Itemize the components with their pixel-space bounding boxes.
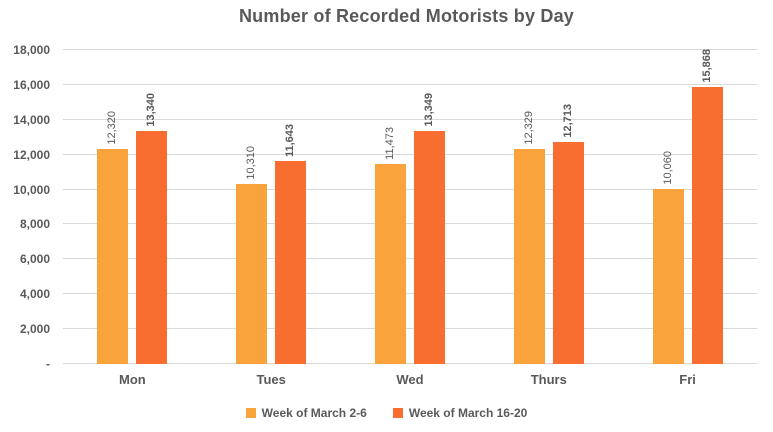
x-axis-category-label: Fri	[679, 372, 696, 387]
gridline	[63, 188, 757, 190]
y-axis-tick-label: 10,000	[13, 182, 50, 197]
y-axis-tick-label: 16,000	[13, 77, 50, 92]
plot-area: 12,320 13,340 10,310 11,643 11,473 13,349 12,3…	[63, 49, 757, 364]
bar-group: 12,320 13,340	[97, 93, 168, 364]
bar-column: 12,713	[552, 104, 584, 364]
bar-value-label: 13,349	[423, 93, 435, 127]
bar-column: 12,329	[513, 111, 545, 364]
y-axis-tick-label: 18,000	[13, 43, 50, 57]
x-axis-category-label: Wed	[396, 372, 424, 387]
bar-group: 12,329 12,713	[513, 104, 584, 364]
bar-group: 10,060 15,868	[652, 49, 723, 364]
x-axis-category-label: Mon	[119, 372, 146, 387]
bar	[652, 189, 684, 364]
x-axis-category-label: Thurs	[530, 372, 567, 387]
bar-column: 11,473	[375, 127, 406, 364]
bar-group: 11,473 13,349	[375, 93, 445, 364]
legend-swatch-icon	[392, 408, 403, 418]
bar-column: 12,320	[97, 111, 129, 364]
y-axis-tick-label: -	[46, 357, 50, 371]
bar	[691, 87, 723, 364]
y-axis-tick-label: 4,000	[19, 287, 50, 302]
y-axis-tick-label: 2,000	[19, 322, 50, 337]
bar-value-label: 12,329	[522, 111, 535, 145]
chart-title: Number of Recorded Motorists by Day	[238, 6, 575, 26]
bar-column: 13,349	[414, 93, 445, 364]
bar-value-label: 12,320	[106, 111, 119, 145]
bar-value-label: 10,060	[661, 151, 674, 185]
bar-column: 15,868	[691, 49, 723, 364]
bar	[375, 164, 406, 364]
bar-column: 11,643	[275, 123, 307, 364]
gridline	[63, 49, 757, 50]
y-axis: - 2,000 4,000 6,000 8,000 10,000 12,000 14,000 1…	[0, 44, 50, 370]
gridline	[63, 293, 757, 295]
gridline	[63, 118, 757, 120]
legend-label: Week of March 16-20	[408, 406, 528, 420]
bar-column: 13,340	[136, 93, 168, 364]
bar-column: 10,310	[236, 146, 268, 364]
bar	[136, 131, 168, 364]
bar-value-label: 11,643	[284, 123, 297, 157]
bar	[236, 184, 268, 364]
legend-label: Week of March 2-6	[261, 406, 367, 420]
y-axis-tick-label: 6,000	[19, 252, 50, 267]
bar-value-label: 13,340	[145, 93, 158, 127]
bar-value-label: 15,868	[700, 49, 713, 83]
gridline	[63, 153, 757, 155]
legend-item: Week of March 2-6	[245, 406, 367, 420]
bar-column: 10,060	[652, 151, 684, 364]
y-axis-tick-label: 12,000	[13, 147, 50, 162]
gridline	[63, 258, 757, 260]
y-axis-tick-label: 14,000	[13, 112, 50, 127]
gridline	[63, 83, 757, 85]
bar	[97, 149, 129, 364]
legend-swatch-icon	[245, 408, 256, 418]
gridline	[63, 223, 757, 225]
legend: Week of March 2-6 Week of March 16-20	[0, 406, 773, 420]
x-axis-category-label: Tues	[256, 372, 286, 387]
x-axis: Mon Tues Wed Thurs Fri	[63, 372, 757, 392]
y-axis-tick-label: 8,000	[19, 217, 50, 232]
bar	[414, 131, 445, 364]
gridline	[63, 328, 757, 330]
gridline	[63, 363, 757, 364]
bar-value-label: 12,713	[561, 104, 574, 138]
bar-value-label: 11,473	[384, 127, 396, 160]
bar-group: 10,310 11,643	[236, 123, 307, 364]
bar	[513, 149, 545, 364]
bar-value-label: 10,310	[245, 146, 258, 180]
bar	[552, 142, 584, 364]
legend-item: Week of March 16-20	[392, 406, 528, 420]
bar	[275, 161, 307, 364]
